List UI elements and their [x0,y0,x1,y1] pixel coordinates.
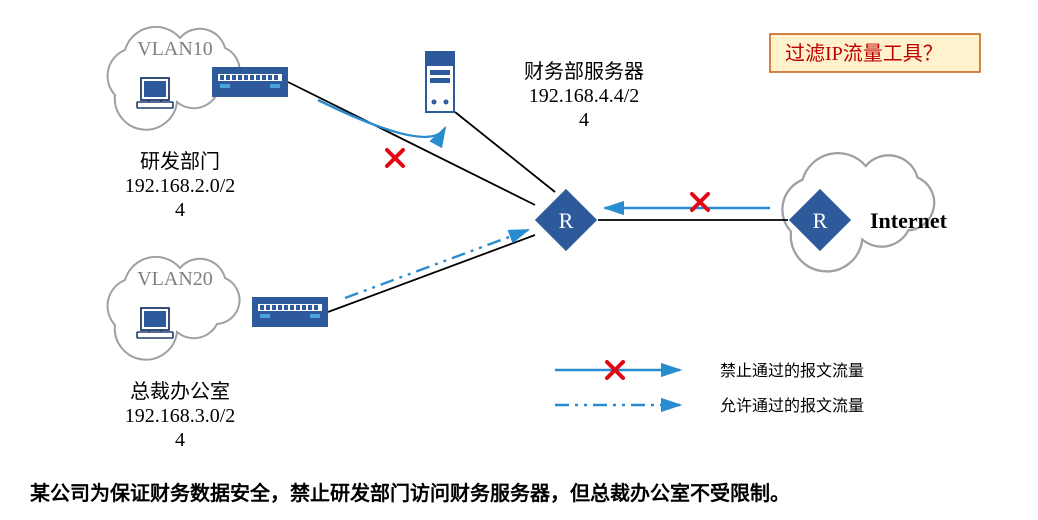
network-diagram: R VLAN10 VLAN20 [0,0,1038,520]
server-finance-icon [426,52,454,112]
cloud-vlan20: VLAN20 [108,257,240,360]
vlan20-label: VLAN20 [137,268,213,290]
red-x-rd [387,150,403,166]
rd-dept-label: 研发部门 192.168.2.0/2 4 [125,150,236,221]
svg-text:192.168.4.4/2: 192.168.4.4/2 [529,85,640,107]
legend: 禁止通过的报文流量 允许通过的报文流量 [555,362,864,415]
legend-deny-text: 禁止通过的报文流量 [720,362,864,380]
svg-text:192.168.2.0/2: 192.168.2.0/2 [125,175,236,197]
pc-rd-icon [137,78,173,108]
switch-rd-icon [212,67,288,97]
vlan10-label: VLAN10 [137,38,213,60]
svg-text:研发部门: 研发部门 [140,150,220,173]
links [288,82,788,312]
svg-text:财务部服务器: 财务部服务器 [524,60,644,83]
router-2-icon [789,189,851,251]
callout-filter-tool: 过滤IP流量工具？ [770,34,980,72]
svg-text:过滤IP流量工具？: 过滤IP流量工具？ [785,42,943,65]
footer-note: 某公司为保证财务数据安全，禁止研发部门访问财务服务器，但总裁办公室不受限制。 [30,481,790,505]
svg-text:4: 4 [579,109,589,131]
ceo-dept-label: 总裁办公室 192.168.3.0/2 4 [125,380,236,451]
pc-ceo-icon [137,308,173,338]
internet-label: Internet [870,208,948,233]
svg-text:4: 4 [175,199,185,221]
finance-label: 财务部服务器 192.168.4.4/2 4 [524,60,644,131]
svg-text:192.168.3.0/2: 192.168.3.0/2 [125,405,236,427]
svg-text:4: 4 [175,429,185,451]
svg-text:总裁办公室: 总裁办公室 [130,380,230,403]
legend-allow-text: 允许通过的报文流量 [720,397,864,415]
switch-ceo-icon [252,297,328,327]
router-1-icon [535,189,597,251]
allow-flow [345,230,528,298]
